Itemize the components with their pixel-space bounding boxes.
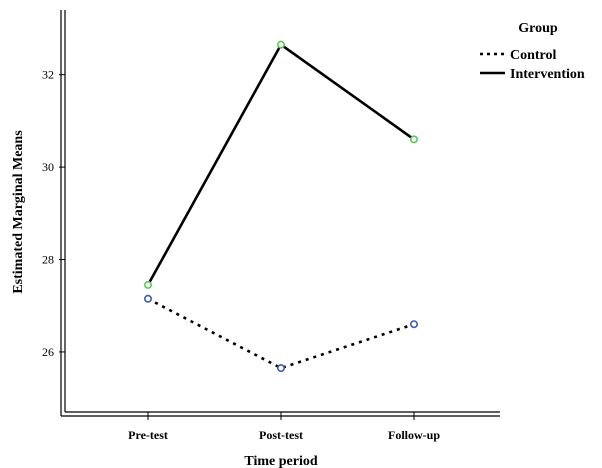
y-axis-title: Estimated Marginal Means <box>11 130 26 294</box>
legend-control-label: Control <box>510 48 557 63</box>
x-tick-label: Post-test <box>259 428 303 442</box>
y-tick-label: 26 <box>42 345 54 359</box>
axes <box>60 10 500 417</box>
legend-intervention-label: Intervention <box>510 67 585 82</box>
legend-title: Group <box>518 21 558 36</box>
legend: Group Control Intervention <box>480 21 585 82</box>
x-tick-label: Pre-test <box>128 428 168 442</box>
data-point-intervention <box>409 135 418 144</box>
data-point-control <box>276 364 285 373</box>
series-layer <box>144 40 418 373</box>
data-point-control <box>144 294 153 303</box>
y-ticks: 26 28 30 32 <box>42 68 65 359</box>
y-tick-label: 30 <box>42 160 54 174</box>
series-line-control <box>147 297 415 370</box>
x-tick-label: Follow-up <box>388 428 440 442</box>
data-point-control <box>409 320 418 329</box>
series-line-intervention <box>146 42 415 286</box>
data-point-intervention <box>144 280 153 289</box>
x-axis-title: Time period <box>244 454 317 468</box>
data-point-intervention <box>276 40 285 49</box>
y-tick-label: 32 <box>42 68 54 82</box>
y-tick-label: 28 <box>42 253 54 267</box>
x-ticks: Pre-test Post-test Follow-up <box>128 412 440 442</box>
